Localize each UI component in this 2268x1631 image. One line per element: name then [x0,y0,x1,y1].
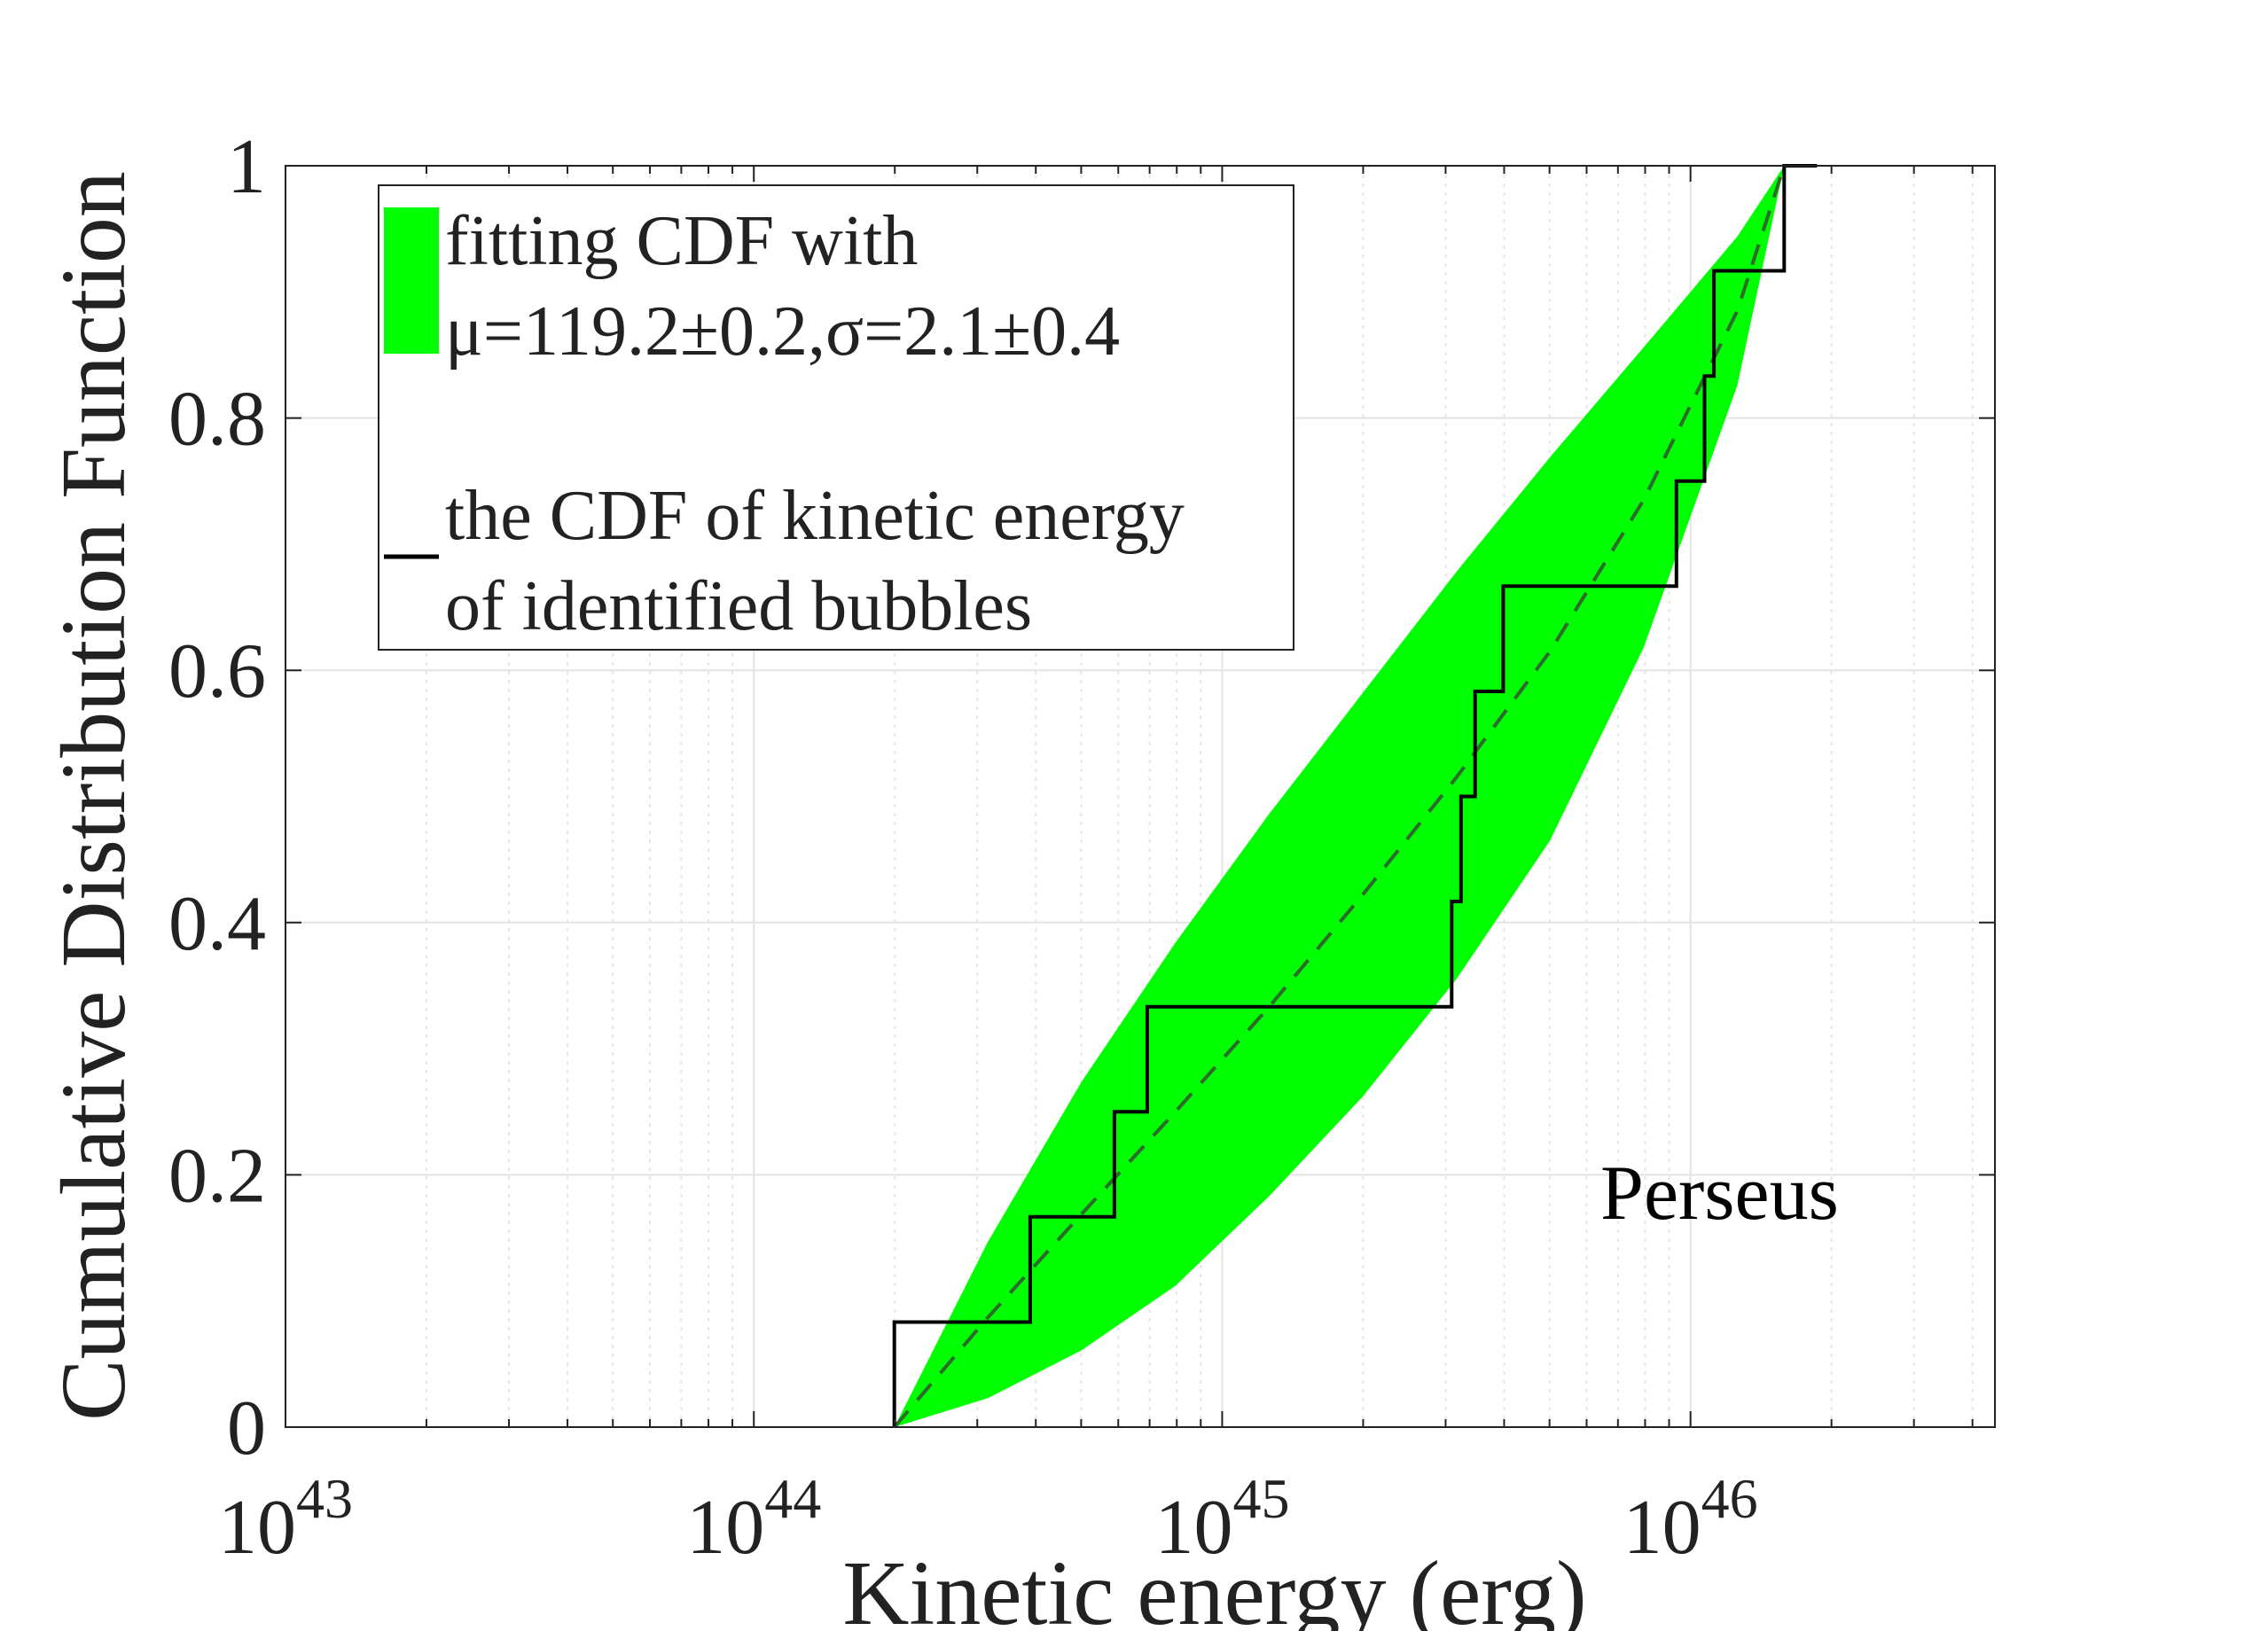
legend-entry-2-line-1: the CDF of kinetic energy [445,477,1185,555]
y-tick-label: 0.8 [168,377,266,463]
legend-entry-1-line-2: μ=119.2±0.2,σ=2.1±0.4 [445,293,1120,371]
legend-box [378,184,1294,651]
y-tick-label: 0.6 [168,628,266,714]
y-axis-label: Cumulative Distribution Function [43,171,145,1421]
x-axis-label: Kinetic energy (erg) [842,1542,1586,1631]
legend-entry-2-line-2: of identified bubbles [445,567,1032,645]
x-tick-labels: 1043 1044 1045 1046 [218,1467,1758,1571]
axes-box [285,165,1996,1428]
x-tick-label: 1046 [1623,1467,1758,1571]
axis-ticks [285,165,1995,1428]
y-tick-label: 0.2 [168,1133,266,1219]
y-tick-label: 0.4 [168,881,266,967]
y-tick-label: 1 [227,124,266,210]
y-tick-label: 0 [227,1385,266,1471]
x-tick-label: 1043 [218,1467,353,1571]
empirical-cdf-step-line [892,164,1818,1427]
legend: fitting CDF with μ=119.2±0.2,σ=2.1±0.4 t… [378,184,1294,651]
perseus-annotation: Perseus [1600,1151,1839,1237]
x-tick-label: 1045 [1154,1467,1289,1571]
legend-patch-band [384,207,439,354]
x-tick-label: 1044 [686,1467,821,1571]
legend-entry-1-line-1: fitting CDF with [445,202,918,280]
y-tick-labels: 0 0.2 0.4 0.6 0.8 1 [168,124,266,1471]
